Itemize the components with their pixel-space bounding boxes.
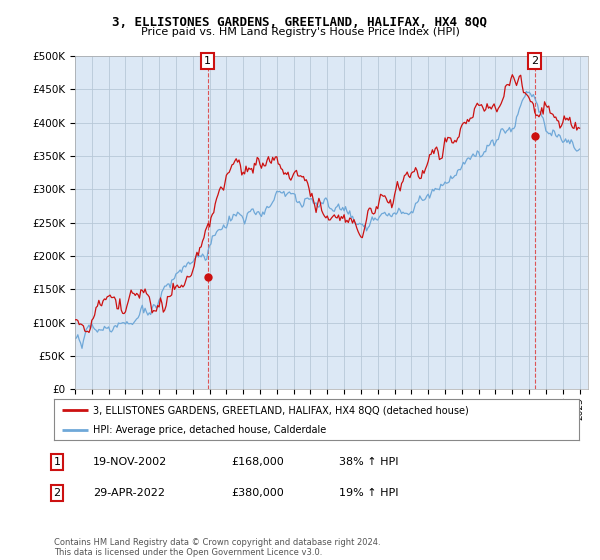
Text: 2: 2: [531, 56, 538, 66]
Text: Contains HM Land Registry data © Crown copyright and database right 2024.
This d: Contains HM Land Registry data © Crown c…: [54, 538, 380, 557]
Text: 1: 1: [53, 457, 61, 467]
Text: 2: 2: [53, 488, 61, 498]
Text: HPI: Average price, detached house, Calderdale: HPI: Average price, detached house, Cald…: [94, 424, 326, 435]
Text: 1: 1: [204, 56, 211, 66]
Text: 19% ↑ HPI: 19% ↑ HPI: [339, 488, 398, 498]
Text: £380,000: £380,000: [231, 488, 284, 498]
Text: 19-NOV-2002: 19-NOV-2002: [93, 457, 167, 467]
Text: 3, ELLISTONES GARDENS, GREETLAND, HALIFAX, HX4 8QQ (detached house): 3, ELLISTONES GARDENS, GREETLAND, HALIFA…: [94, 405, 469, 415]
Text: 38% ↑ HPI: 38% ↑ HPI: [339, 457, 398, 467]
Text: Price paid vs. HM Land Registry's House Price Index (HPI): Price paid vs. HM Land Registry's House …: [140, 27, 460, 37]
Text: 3, ELLISTONES GARDENS, GREETLAND, HALIFAX, HX4 8QQ: 3, ELLISTONES GARDENS, GREETLAND, HALIFA…: [113, 16, 487, 29]
Text: £168,000: £168,000: [231, 457, 284, 467]
Text: 29-APR-2022: 29-APR-2022: [93, 488, 165, 498]
